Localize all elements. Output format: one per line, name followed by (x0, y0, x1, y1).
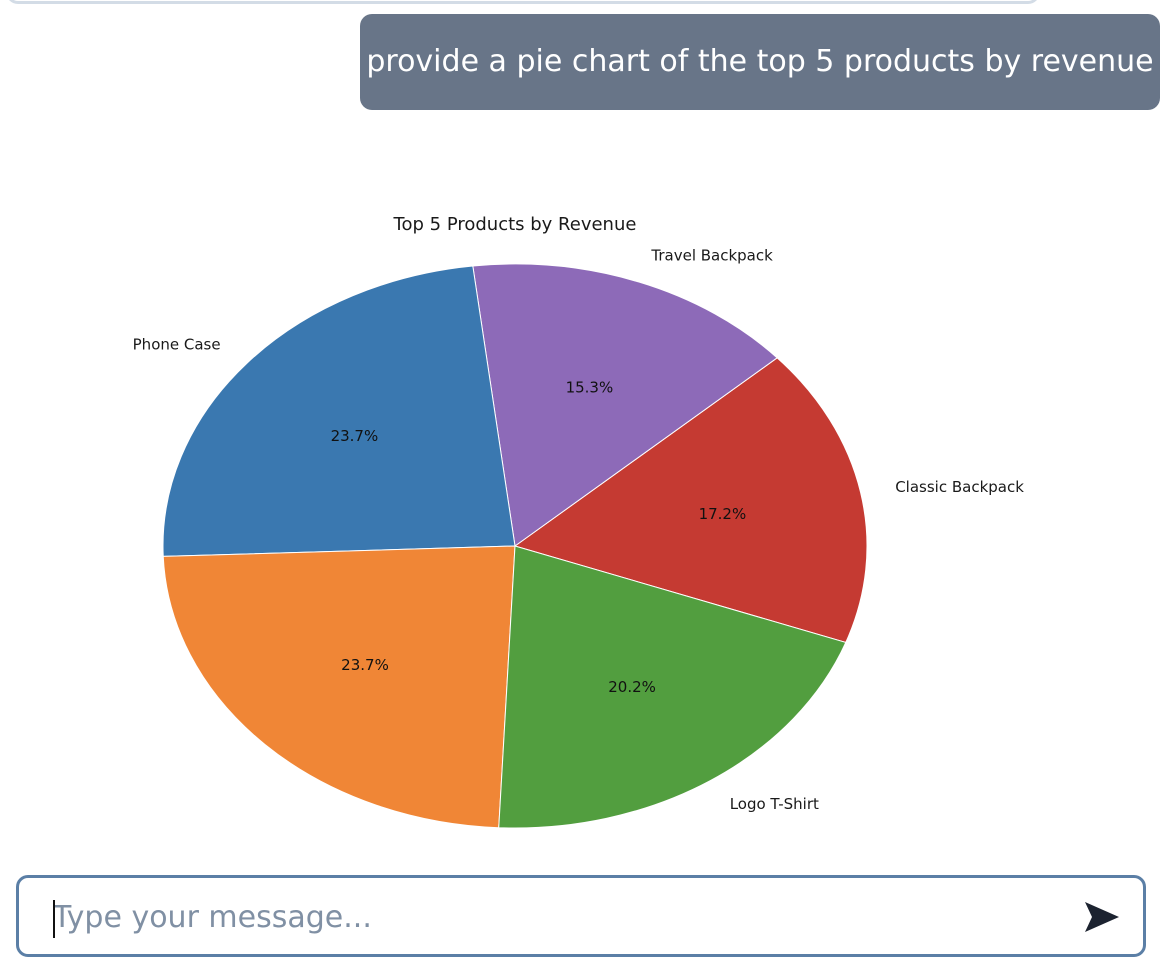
message-input[interactable] (53, 890, 1053, 944)
send-arrow-icon (1085, 902, 1119, 932)
send-button[interactable] (1083, 898, 1123, 936)
pie-category-label: Logo T-Shirt (730, 795, 819, 813)
pie-chart-svg: Top 5 Products by Revenue 17.2% Classic B… (133, 214, 1025, 829)
message-composer (16, 875, 1146, 957)
pie-labels: 17.2% Classic Backpack 15.3% Travel Backpac… (133, 247, 1025, 813)
pie-slice-travel-backpack (472, 263, 778, 547)
chart-title: Top 5 Products by Revenue (393, 214, 637, 235)
pie-slices (162, 263, 868, 829)
pie-category-label: Phone Case (133, 336, 221, 354)
pie-category-label: Travel Backpack (650, 247, 773, 265)
pie-slice-phone-case (162, 265, 516, 557)
user-message-text: provide a pie chart of the top 5 product… (366, 44, 1154, 79)
previous-message-edge (6, 0, 1040, 4)
user-message-bubble: provide a pie chart of the top 5 product… (360, 14, 1160, 110)
pie-slice-unlabeled (162, 545, 516, 829)
pie-percent-label: 23.7% (341, 656, 389, 674)
pie-slice-logo-t-shirt (498, 545, 847, 829)
pie-percent-label: 20.2% (608, 678, 656, 696)
pie-percent-label: 23.7% (331, 427, 379, 445)
pie-category-label: Classic Backpack (895, 478, 1024, 496)
pie-percent-label: 17.2% (699, 505, 747, 523)
pie-chart: Top 5 Products by Revenue 17.2% Classic B… (0, 180, 1040, 860)
pie-percent-label: 15.3% (566, 379, 614, 397)
text-caret (53, 900, 55, 938)
